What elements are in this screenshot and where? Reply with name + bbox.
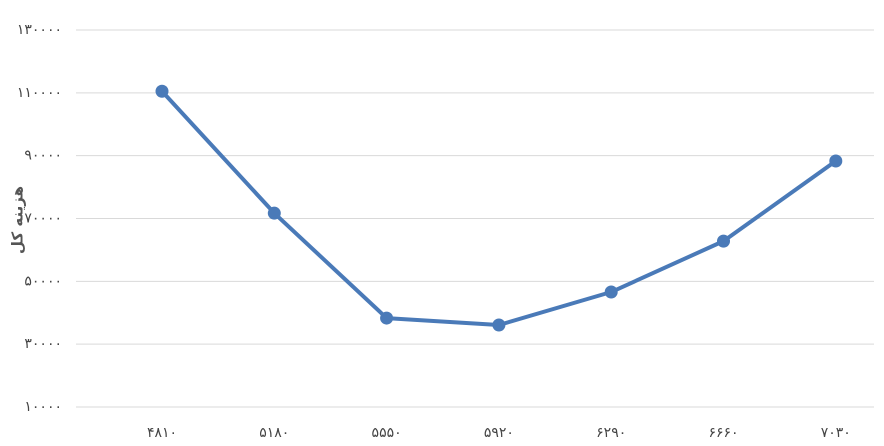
x-tick-label: ۶۶۶۰ — [708, 425, 738, 441]
point — [380, 312, 393, 325]
y-tick-label: ۹۰۰۰۰ — [24, 148, 62, 164]
point — [717, 235, 730, 248]
point — [268, 207, 281, 220]
y-tick-label: ۵۰۰۰۰ — [24, 273, 62, 289]
x-tick-label: ۵۱۸۰ — [259, 425, 289, 441]
point — [605, 286, 618, 299]
x-tick-label: ۶۲۹۰ — [596, 425, 626, 441]
point — [829, 155, 842, 168]
y-tick-label: ۷۰۰۰۰ — [24, 211, 62, 227]
series-line — [162, 91, 836, 325]
page: {"chart_data": {"type": "line", "y_label… — [0, 0, 884, 446]
point — [156, 85, 169, 98]
chart: هزینه کل ۱۰۰۰۰۳۰۰۰۰۵۰۰۰۰۷۰۰۰۰۹۰۰۰۰۱۱۰۰۰۰… — [0, 0, 884, 446]
x-tick-label: ۵۹۲۰ — [484, 425, 514, 441]
y-tick-label: ۱۰۰۰۰ — [24, 399, 62, 415]
point — [492, 319, 505, 332]
x-tick-label: ۴۸۱۰ — [147, 425, 177, 441]
y-tick-label: ۱۱۰۰۰۰ — [17, 85, 62, 101]
y-tick-label: ۱۳۰۰۰۰ — [17, 22, 62, 38]
x-tick-label: ۵۵۵۰ — [372, 425, 402, 441]
x-tick-label: ۷۰۳۰ — [821, 425, 851, 441]
y-tick-label: ۳۰۰۰۰ — [24, 336, 62, 352]
